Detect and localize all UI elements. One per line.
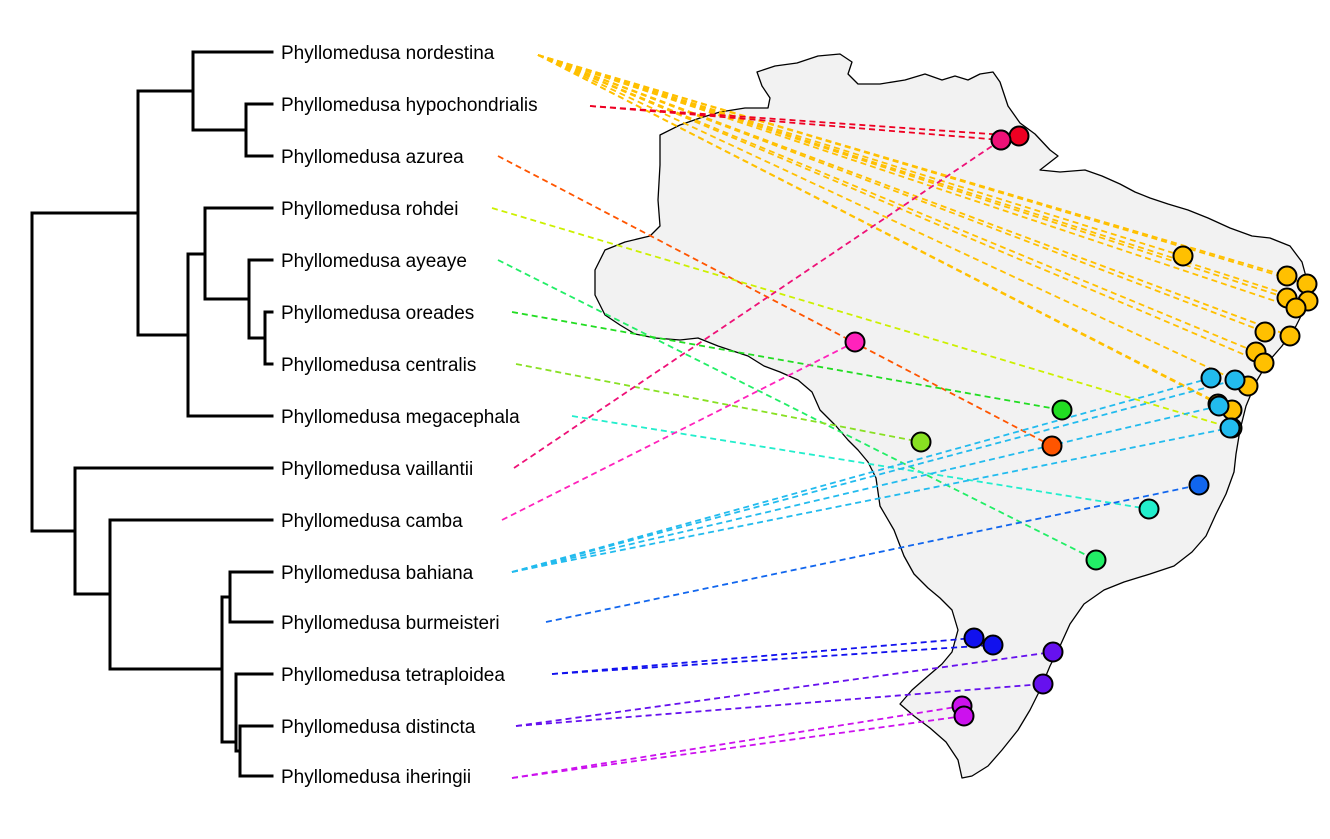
tip-label-bahiana: Phyllomedusa bahiana xyxy=(281,563,474,584)
link-line-bahiana xyxy=(511,379,1236,573)
link-line-iheringii xyxy=(511,715,965,779)
link-line-distincta xyxy=(515,683,1044,727)
locality-point-nordestina xyxy=(1253,352,1275,374)
link-line-megacephala xyxy=(571,415,1150,510)
locality-point-nordestina xyxy=(1285,297,1307,319)
link-line-nordestina xyxy=(537,54,1308,285)
link-line-tetraploidea xyxy=(551,637,975,675)
brazil-map xyxy=(594,53,1309,779)
tip-labels: Phyllomedusa nordestina Phyllomedusa hyp… xyxy=(281,43,538,788)
tip-label-megacephala: Phyllomedusa megacephala xyxy=(281,407,520,428)
link-line-bahiana xyxy=(511,377,1212,573)
locality-points xyxy=(844,125,1319,727)
node-vaillantii-clade xyxy=(73,466,112,596)
link-line-oreades xyxy=(511,311,1063,411)
link-line-hypochondrialis xyxy=(589,105,1020,137)
locality-point-bahiana xyxy=(1224,369,1246,391)
tip-label-iheringii: Phyllomedusa iheringii xyxy=(281,767,471,788)
link-line-burmeisteri xyxy=(545,484,1200,623)
link-line-bahiana xyxy=(511,427,1231,573)
node-hypochondrialis-azurea xyxy=(191,102,248,158)
link-line-azurea xyxy=(497,155,1053,447)
link-line-bahiana xyxy=(511,405,1220,573)
tip-label-tetraploidea: Phyllomedusa tetraploidea xyxy=(281,665,505,686)
locality-point-bahiana xyxy=(1219,417,1241,439)
link-line-tetraploidea xyxy=(551,644,994,675)
locality-point-oreades xyxy=(1051,399,1073,421)
tip-label-oreades: Phyllomedusa oreades xyxy=(281,303,474,324)
locality-point-hypochondrialis xyxy=(1008,125,1030,147)
locality-point-distincta xyxy=(1032,673,1054,695)
node-nordestina-clade xyxy=(136,50,195,132)
locality-point-tetraploidea xyxy=(982,634,1004,656)
locality-point-nordestina xyxy=(1276,265,1298,287)
tip-label-burmeisteri: Phyllomedusa burmeisteri xyxy=(281,613,500,634)
locality-point-ayeaye xyxy=(1085,549,1107,571)
link-line-vaillantii xyxy=(513,139,1002,469)
locality-point-burmeisteri xyxy=(1188,474,1210,496)
tip-label-centralis: Phyllomedusa centralis xyxy=(281,355,476,376)
locality-point-bahiana xyxy=(1208,395,1230,417)
link-lines xyxy=(491,54,1309,779)
node-rohdei-clade xyxy=(186,206,207,301)
tip-label-distincta: Phyllomedusa distincta xyxy=(281,717,476,738)
tip-label-rohdei: Phyllomedusa rohdei xyxy=(281,199,458,220)
tip-label-azurea: Phyllomedusa azurea xyxy=(281,147,464,168)
locality-point-vaillantii xyxy=(990,129,1012,151)
link-line-iheringii xyxy=(511,705,963,779)
link-line-camba xyxy=(501,341,856,521)
locality-point-iheringii xyxy=(953,705,975,727)
link-line-rohdei xyxy=(491,207,1233,429)
locality-point-tetraploidea xyxy=(963,627,985,649)
link-line-nordestina xyxy=(537,54,1249,387)
locality-point-azurea xyxy=(1041,435,1063,457)
link-line-nordestina xyxy=(537,54,1297,309)
locality-point-centralis xyxy=(910,431,932,453)
link-line-nordestina xyxy=(537,54,1265,364)
tip-label-camba: Phyllomedusa camba xyxy=(281,511,463,532)
node-ayeaye-clade xyxy=(203,258,251,340)
node-upper-clade xyxy=(30,89,140,337)
tip-label-hypochondrialis: Phyllomedusa hypochondrialis xyxy=(281,95,538,116)
link-line-ayeaye xyxy=(497,259,1097,561)
locality-point-bahiana xyxy=(1200,367,1222,389)
node-megacephala-clade xyxy=(136,252,190,418)
locality-point-nordestina xyxy=(1172,245,1194,267)
link-line-distincta xyxy=(515,651,1054,727)
link-line-nordestina xyxy=(537,54,1291,337)
tip-label-nordestina: Phyllomedusa nordestina xyxy=(281,43,495,64)
locality-point-nordestina xyxy=(1254,321,1276,343)
link-line-centralis xyxy=(515,363,922,443)
node-oreades-centralis xyxy=(247,310,267,366)
locality-point-distincta xyxy=(1042,641,1064,663)
locality-point-nordestina xyxy=(1279,325,1301,347)
tip-label-ayeaye: Phyllomedusa ayeaye xyxy=(281,251,467,272)
locality-point-megacephala xyxy=(1138,498,1160,520)
phylogenetic-tree xyxy=(30,50,274,778)
tip-label-vaillantii: Phyllomedusa vaillantii xyxy=(281,459,473,480)
link-line-hypochondrialis xyxy=(589,105,1002,141)
locality-point-camba xyxy=(844,331,866,353)
node-camba-clade xyxy=(108,518,224,671)
